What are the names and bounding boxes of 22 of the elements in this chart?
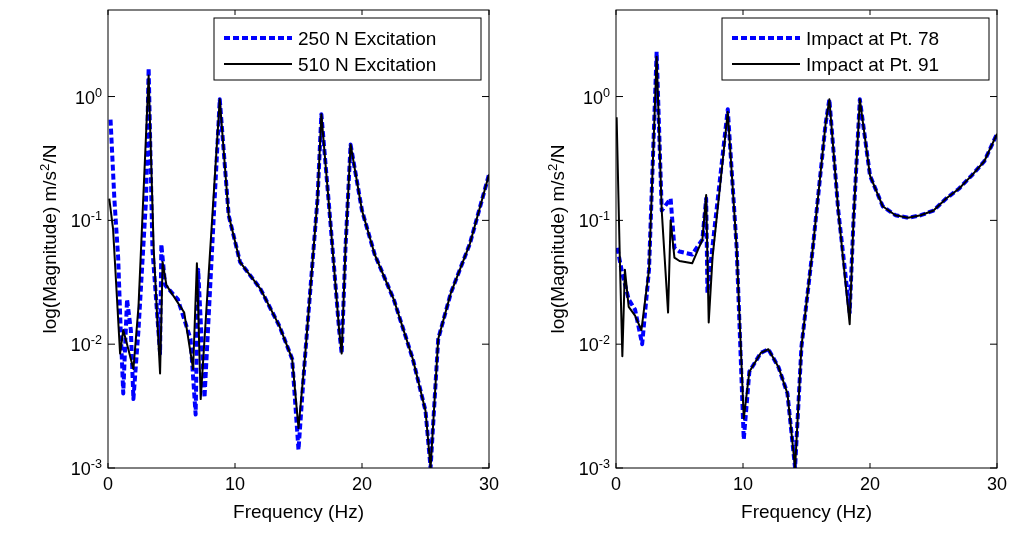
x-tick-label: 20 [859,474,881,494]
x-tick-label: 30 [478,474,500,494]
x-tick-label: 0 [610,474,622,494]
x-tick-label: 30 [986,474,1008,494]
x-axis-title: Frequency (Hz) [233,501,364,522]
y-tick-label: 10$^{-1}$ [578,209,610,232]
y-tick-label: 10$^{-3}$ [70,457,102,479]
x-tick-label: 20 [351,474,373,494]
y-tick-label: 10$^{-2}$ [578,333,610,356]
y-tick-label: 10$^{-3}$ [578,457,610,479]
legend-label: Impact at Pt. 91 [806,54,940,75]
y-tick-label: 10$^{0}$ [74,85,102,108]
legend-label: 510 N Excitation [298,54,437,75]
y-tick-label: 10$^{-1}$ [70,209,102,232]
x-tick-label: 0 [102,474,114,494]
x-tick-label: 10 [224,474,246,494]
legend-label: 250 N Excitation [298,28,437,49]
x-tick-label: 10 [732,474,754,494]
y-tick-label: 10$^{-2}$ [70,333,102,356]
x-axis-title: Frequency (Hz) [741,501,872,522]
y-tick-label: 10$^{0}$ [582,85,610,108]
legend-label: Impact at Pt. 78 [806,28,940,49]
